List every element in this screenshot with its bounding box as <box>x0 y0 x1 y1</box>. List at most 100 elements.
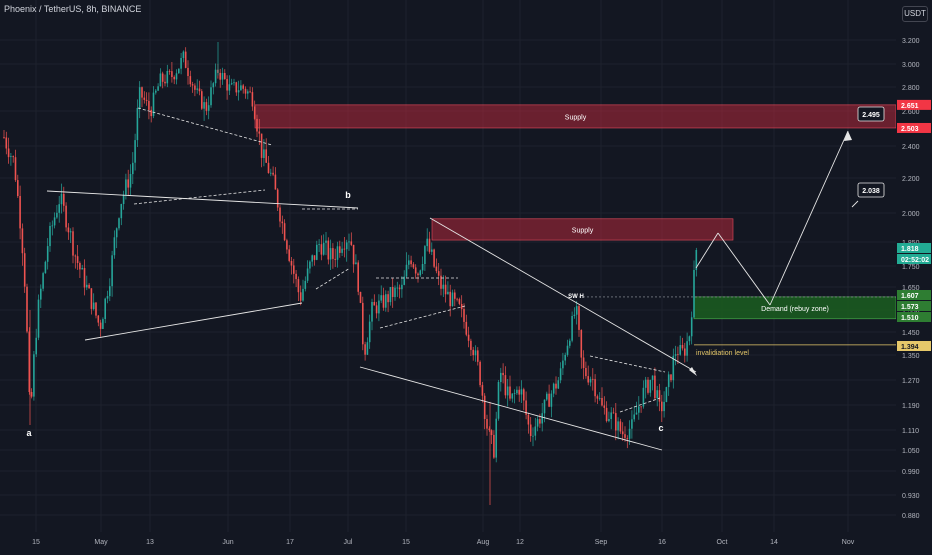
candle-body <box>56 212 58 218</box>
candle-body <box>276 189 279 208</box>
candle-body <box>550 393 553 407</box>
candle-body <box>272 172 274 175</box>
candle-body <box>405 264 408 277</box>
candle-body <box>596 396 599 399</box>
price-tick-label: 0.990 <box>902 469 920 476</box>
candle-body <box>511 393 514 399</box>
candle-body <box>610 412 612 419</box>
price-label-bg-2 <box>897 243 931 253</box>
candle-body <box>566 345 569 355</box>
candle-body <box>51 225 54 227</box>
candle-body <box>587 376 589 383</box>
candle-body <box>339 246 341 253</box>
time-tick-label: 15 <box>402 539 410 546</box>
target-box-1 <box>857 182 885 198</box>
candle-body <box>281 221 284 224</box>
candle-body <box>86 284 88 288</box>
candle-body <box>656 390 658 399</box>
price-label-6: 1.510 <box>901 315 919 322</box>
candle-body <box>534 426 537 436</box>
candle-body <box>686 341 688 356</box>
candle-body <box>571 316 573 341</box>
candle-body <box>221 73 224 80</box>
candle-body <box>403 276 405 285</box>
wave-label: b <box>345 190 351 200</box>
candle-body <box>608 419 610 422</box>
candle-body <box>207 105 210 111</box>
candle-body <box>152 92 155 117</box>
candle-body <box>642 387 645 407</box>
candle-body <box>562 360 564 369</box>
time-axis-bg <box>0 532 896 550</box>
candle-body <box>626 438 629 439</box>
candle-body <box>681 345 684 349</box>
candle-body <box>118 218 120 229</box>
candle-body <box>194 85 196 90</box>
candle-body <box>516 389 518 394</box>
candle-body <box>189 76 192 85</box>
candle-body <box>249 91 251 93</box>
candle-body <box>42 273 44 289</box>
candle-body <box>373 302 376 306</box>
candle-body <box>408 260 410 265</box>
candle-body <box>502 372 504 376</box>
currency-button[interactable]: USDT <box>902 6 928 22</box>
candle-body <box>371 302 373 322</box>
candle-body <box>263 149 265 158</box>
candle-body <box>306 268 309 281</box>
time-tick-label: May <box>94 539 108 546</box>
candle-body <box>150 109 152 117</box>
candle-body <box>435 266 438 272</box>
candle-body <box>454 292 456 299</box>
price-label-5: 1.573 <box>901 304 919 311</box>
candle-body <box>447 291 449 295</box>
candle-body <box>99 322 102 329</box>
candle-body <box>621 431 624 435</box>
candle-body <box>260 133 263 158</box>
candle-body <box>362 302 364 345</box>
candle-body <box>592 378 594 380</box>
candle-body <box>90 288 93 309</box>
price-tick-label: 1.450 <box>902 330 920 337</box>
time-tick-label: 14 <box>770 539 778 546</box>
candle-body <box>251 92 254 107</box>
wave-label: SW H <box>568 294 584 300</box>
candle-body <box>157 86 159 91</box>
candle-body <box>21 228 24 254</box>
symbol-title[interactable]: Phoenix / TetherUS, 8h, BINANCE <box>4 4 142 14</box>
candle-body <box>605 407 608 421</box>
candle-body <box>520 389 523 395</box>
candle-body <box>219 72 221 80</box>
candle-body <box>391 287 394 297</box>
candle-body <box>37 299 40 338</box>
candle-body <box>244 88 247 94</box>
candle-body <box>635 412 638 415</box>
candle-body <box>35 337 37 355</box>
candle-body <box>670 374 672 381</box>
candle-body <box>122 194 125 204</box>
candle-body <box>433 249 435 267</box>
candle-body <box>14 157 17 181</box>
trend-line <box>46 190 359 209</box>
candle-body <box>506 386 509 396</box>
candle-body <box>283 223 286 241</box>
candle-body <box>28 331 31 392</box>
candle-body <box>132 162 134 175</box>
candle-body <box>332 248 334 259</box>
candle-body <box>451 292 454 307</box>
candle-body <box>92 302 95 309</box>
candle-body <box>612 412 615 414</box>
candle-body <box>417 273 419 276</box>
candle-body <box>628 428 631 439</box>
candle-body <box>414 267 417 274</box>
candle-body <box>375 305 378 314</box>
candle-body <box>97 315 100 323</box>
candle-body <box>205 102 208 111</box>
candle-body <box>134 140 136 163</box>
candle-body <box>173 76 175 80</box>
candle-body <box>325 240 327 243</box>
price-label-2: 1.818 <box>901 246 919 253</box>
candle-body <box>12 156 14 158</box>
